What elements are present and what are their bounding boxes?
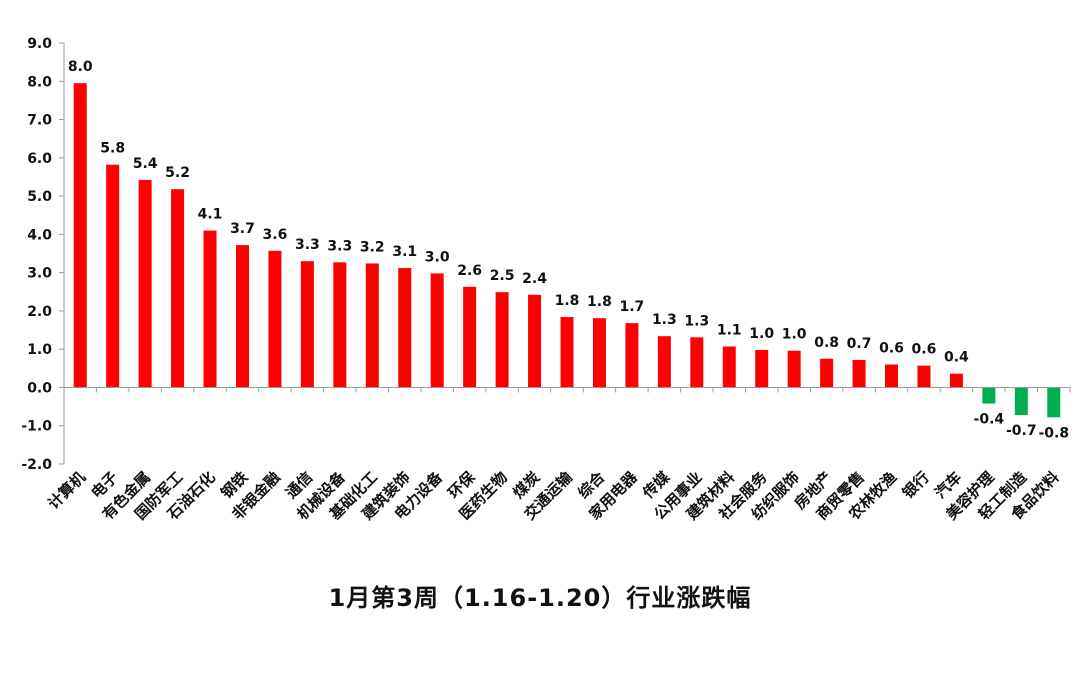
bar <box>722 346 736 388</box>
data-label: 3.1 <box>392 244 417 260</box>
bar <box>171 189 185 388</box>
bar <box>463 286 477 388</box>
bar <box>917 365 931 388</box>
bar <box>528 294 542 388</box>
data-label: -0.8 <box>1038 425 1069 441</box>
data-label: 8.0 <box>68 59 93 75</box>
bar <box>690 337 704 388</box>
data-label: 3.3 <box>295 237 320 253</box>
y-tick-label: 0.0 <box>27 380 52 396</box>
category-label: 银行 <box>899 468 933 502</box>
data-label: 1.3 <box>684 313 709 329</box>
bar <box>1047 387 1061 418</box>
data-label: 3.2 <box>360 239 385 255</box>
data-label: 3.6 <box>263 227 288 243</box>
bar <box>398 268 412 388</box>
bar <box>885 364 899 388</box>
category-label: 计算机 <box>44 468 89 513</box>
x-axis <box>63 386 1071 393</box>
bar <box>657 336 671 388</box>
bar <box>365 263 379 388</box>
bar <box>495 292 509 388</box>
bar <box>203 230 217 388</box>
data-label: 0.6 <box>912 342 937 358</box>
data-label: 2.5 <box>490 268 515 284</box>
data-label: 2.6 <box>457 263 482 279</box>
data-labels: 8.0 5.8 5.4 5.2 4.1 3.7 3.6 3.3 3.3 3.2 3.1 3.0 2.6 2… <box>68 59 1069 441</box>
data-label: 3.7 <box>230 221 255 237</box>
bar <box>625 323 639 388</box>
data-label: 0.7 <box>847 336 872 352</box>
bar <box>949 373 963 388</box>
bar <box>1014 387 1028 416</box>
data-label: 4.1 <box>198 207 223 223</box>
data-label: 1.7 <box>619 299 644 315</box>
data-label: 5.2 <box>165 165 190 181</box>
data-label: 0.8 <box>814 335 839 351</box>
y-tick-label: 2.0 <box>27 304 52 320</box>
bar <box>560 317 574 388</box>
bar <box>430 273 444 388</box>
y-tick-label: 6.0 <box>27 151 52 167</box>
data-label: 2.4 <box>522 271 547 287</box>
category-labels: 计算机电子有色金属国防军工石油石化钢铁非银金融通信机械设备基础化工建筑装饰电力设… <box>44 467 1062 524</box>
y-tick-label: -1.0 <box>21 419 52 435</box>
data-label: 1.0 <box>749 326 774 342</box>
bar <box>235 245 249 388</box>
bar <box>755 349 769 388</box>
data-label: 1.0 <box>782 327 807 343</box>
data-label: -0.7 <box>1006 423 1037 439</box>
y-tick-label: 3.0 <box>27 266 52 282</box>
y-tick-label: 8.0 <box>27 74 52 90</box>
data-label: 1.1 <box>717 323 742 339</box>
bar <box>106 164 120 388</box>
bar <box>982 387 996 404</box>
bar <box>300 261 314 388</box>
y-tick-label: 5.0 <box>27 189 52 205</box>
data-label: 3.3 <box>327 238 352 254</box>
bar <box>787 350 801 388</box>
data-label: -0.4 <box>974 412 1005 428</box>
data-label: 0.4 <box>944 350 969 366</box>
y-tick-label: -2.0 <box>21 457 52 473</box>
data-label: 1.3 <box>652 312 677 328</box>
y-tick-label: 4.0 <box>27 227 52 243</box>
bar <box>268 250 282 388</box>
y-tick-label: 1.0 <box>27 342 52 358</box>
data-label: 0.6 <box>879 340 904 356</box>
data-label: 5.8 <box>100 141 125 157</box>
y-tick-label: 7.0 <box>27 113 52 129</box>
bar <box>820 358 834 388</box>
y-tick-label: 9.0 <box>27 36 52 52</box>
chart-title: 1月第3周（1.16-1.20）行业涨跌幅 <box>328 584 752 612</box>
data-label: 5.4 <box>133 156 158 172</box>
bar <box>138 180 152 388</box>
bar <box>333 262 347 388</box>
y-axis: 9.0 8.0 7.0 6.0 5.0 4.0 3.0 2.0 1.0 0.0 -1.0 -2.0 <box>21 36 65 473</box>
data-label: 1.8 <box>555 293 580 309</box>
bars <box>73 83 1061 418</box>
bar <box>852 359 866 388</box>
data-label: 3.0 <box>425 249 450 265</box>
bar <box>73 83 87 388</box>
data-label: 1.8 <box>587 294 612 310</box>
bar <box>592 318 606 388</box>
